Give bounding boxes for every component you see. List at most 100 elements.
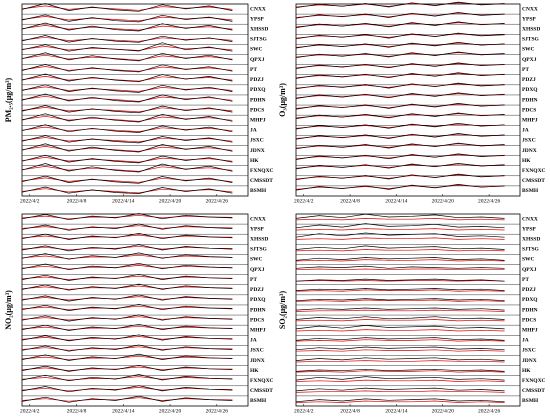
model-line — [21, 126, 233, 132]
observed-line — [21, 262, 233, 271]
observed-line — [295, 12, 505, 19]
observed-line — [21, 294, 233, 302]
x-tick-label: 2022/4/26 — [478, 198, 501, 204]
model-line — [21, 265, 233, 270]
model-line — [295, 379, 505, 382]
model-line — [21, 387, 233, 392]
station-label: SJTSG — [522, 37, 540, 43]
observed-line — [295, 223, 505, 229]
observed-line — [295, 92, 505, 99]
station-label: XHSSD — [522, 27, 540, 33]
observed-line — [21, 14, 233, 23]
model-line — [295, 349, 505, 352]
station-label: PDXQ — [250, 87, 266, 93]
station-label: MHPJ — [522, 327, 538, 333]
model-line — [21, 355, 233, 361]
observed-line — [21, 395, 233, 403]
y-axis-label: SO₂(μg/m³) — [278, 291, 287, 330]
observed-line — [295, 21, 505, 28]
observed-line — [21, 175, 233, 184]
x-tick-label: 2022/4/8 — [67, 408, 87, 414]
observed-line — [21, 344, 233, 352]
station-label: CNXX — [522, 216, 538, 222]
observed-line — [295, 387, 505, 392]
observed-line — [21, 124, 233, 133]
x-tick-label: 2022/4/2 — [20, 198, 40, 204]
observed-line — [21, 186, 233, 194]
observed-line — [21, 113, 233, 123]
observed-line — [21, 374, 233, 382]
model-line — [21, 376, 233, 381]
observed-line — [21, 35, 233, 43]
observed-line — [21, 163, 233, 173]
station-label: JDNX — [522, 358, 537, 364]
observed-line — [21, 22, 233, 32]
station-label: PDHN — [250, 97, 266, 103]
station-label: MHPJ — [250, 327, 266, 333]
observed-line — [21, 42, 233, 52]
observed-line — [295, 245, 505, 250]
x-tick-label: 2022/4/14 — [112, 198, 135, 204]
station-label: PT — [250, 67, 257, 73]
x-tick-label: 2022/4/20 — [159, 198, 182, 204]
observed-line — [21, 105, 233, 114]
station-label: JA — [522, 338, 529, 344]
observed-line — [21, 364, 233, 372]
x-tick-label: 2022/4/8 — [340, 408, 360, 414]
observed-line — [295, 265, 505, 269]
station-label: JSXC — [250, 348, 264, 354]
y-axis-label: O₃(μg/m³) — [278, 83, 287, 117]
observed-line — [295, 72, 505, 79]
model-line — [295, 280, 505, 282]
model-line — [21, 86, 233, 92]
model-line — [295, 299, 505, 302]
model-line — [21, 346, 233, 351]
observed-line — [21, 304, 233, 311]
model-line — [295, 218, 505, 221]
observed-line — [295, 162, 505, 170]
observed-line — [295, 32, 505, 40]
observed-line — [21, 84, 233, 93]
x-tick-label: 2022/4/8 — [67, 198, 87, 204]
model-line — [295, 329, 505, 332]
station-label: PDHN — [522, 97, 538, 103]
observed-line — [295, 337, 505, 341]
model-line — [295, 228, 505, 231]
station-label: SJTSG — [250, 37, 268, 43]
observed-line — [295, 278, 505, 282]
observed-line — [21, 283, 233, 291]
station-label: JSXC — [522, 348, 536, 354]
y-axis-label: NO₂(μg/m³) — [4, 290, 13, 330]
station-label: JA — [250, 338, 257, 344]
observed-line — [21, 93, 233, 103]
station-label: FXNQXC — [522, 378, 546, 384]
x-tick-label: 2022/4/14 — [385, 198, 408, 204]
observed-line — [295, 346, 505, 351]
observed-line — [295, 213, 505, 219]
observed-line — [21, 213, 233, 221]
observed-line — [295, 288, 505, 291]
model-line — [21, 366, 233, 371]
observed-line — [295, 173, 505, 181]
observed-line — [21, 64, 233, 73]
station-label: CMSSDT — [250, 388, 273, 394]
station-label: BSMH — [250, 188, 267, 194]
station-label: PDZJ — [250, 287, 264, 293]
observed-line — [295, 103, 505, 110]
model-line — [21, 234, 233, 240]
station-label: XHSSD — [250, 237, 268, 243]
model-line — [295, 360, 505, 363]
station-label: SJTSG — [250, 247, 268, 253]
station-label: BSMH — [250, 398, 267, 404]
station-label: CMSSDT — [522, 388, 545, 394]
station-label: PT — [522, 277, 529, 283]
model-line — [295, 259, 505, 262]
x-tick-label: 2022/4/20 — [432, 198, 455, 204]
model-line — [21, 336, 233, 341]
observed-line — [295, 142, 505, 150]
model-line — [21, 115, 233, 122]
station-label: PDCS — [522, 317, 536, 323]
observed-line — [21, 52, 233, 62]
observed-line — [295, 112, 505, 119]
model-line — [21, 157, 233, 163]
